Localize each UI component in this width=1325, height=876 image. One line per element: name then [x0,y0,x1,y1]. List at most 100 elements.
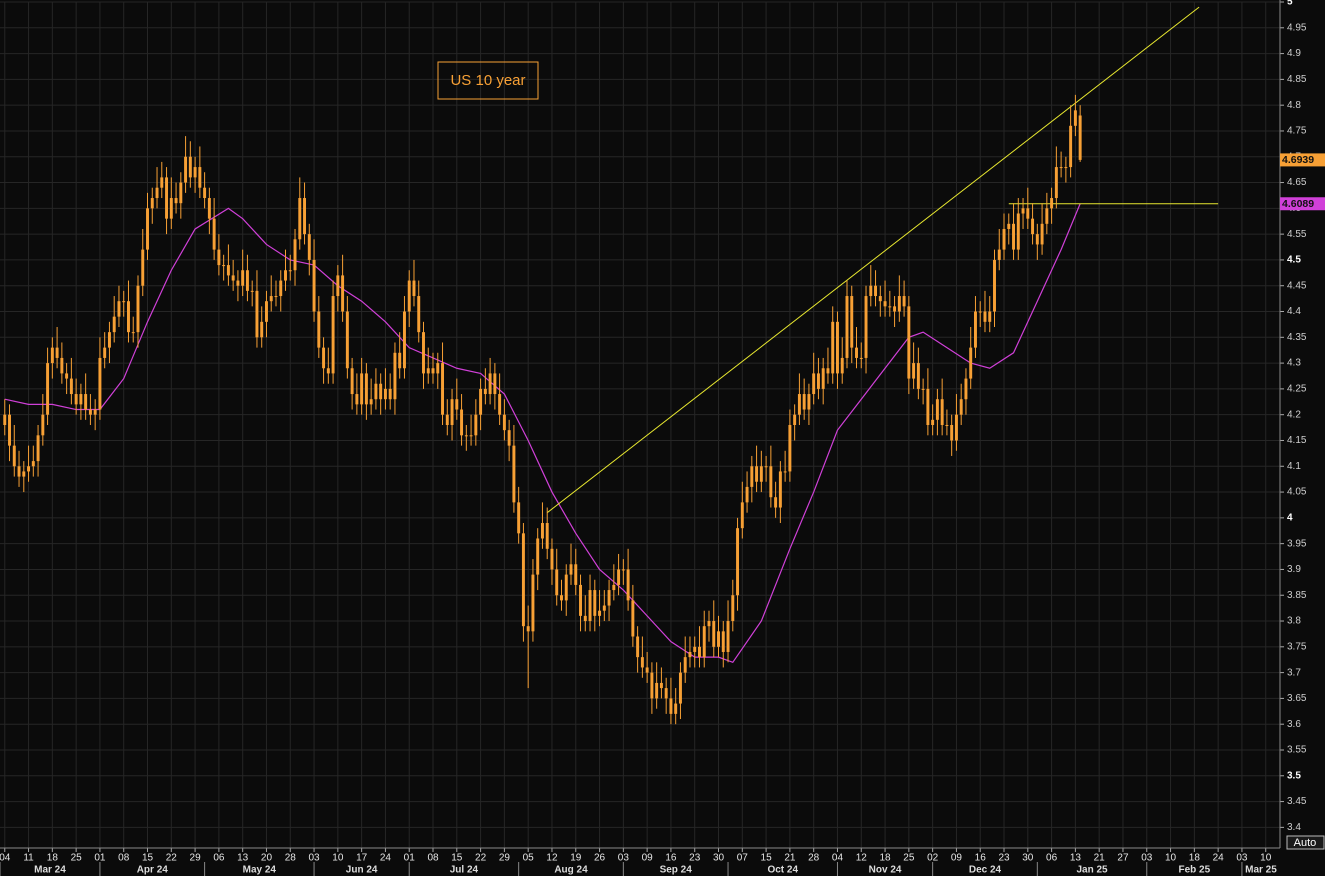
candle-body [788,425,792,472]
candle-body [702,626,706,658]
candle-body [769,466,773,498]
annotation: US 10 year [450,72,525,89]
candle-body [674,703,678,714]
candle-body [355,394,359,405]
candle-body [902,296,906,307]
candle-body [878,296,882,302]
candle-body [731,595,735,622]
candle-body [184,156,188,183]
month-label: Mar 25 [1245,865,1277,876]
candle-body [269,296,273,302]
candle-body [845,296,849,358]
x-tick-label: 17 [356,853,368,864]
auto-button-label[interactable]: Auto [1294,837,1317,849]
candle-body [550,548,554,570]
candle-body [916,363,920,389]
candle-body [969,347,973,379]
candle-body [436,363,440,374]
month-label: Dec 24 [969,865,1002,876]
month-label: Aug 24 [554,865,588,876]
candle-body [288,270,292,272]
candle-body [693,646,697,652]
candle-body [65,373,69,379]
x-tick-label: 21 [784,853,796,864]
candle-body [307,234,311,260]
candle-body [336,275,340,297]
candle-body [826,368,830,374]
candle-body [726,621,730,652]
candle-body [926,388,930,425]
candle-body [426,368,430,374]
candle-body [1021,208,1025,214]
x-tick-label: 28 [285,853,297,864]
candle-body [698,646,701,658]
candle-body [174,198,178,204]
candle-body [98,357,102,410]
candle-body [483,388,487,395]
candle-body [864,296,868,358]
candle-body [431,368,435,374]
x-tick-label: 01 [94,853,106,864]
candle-body [507,430,511,446]
candle-body [74,394,78,405]
candle-body [564,574,568,601]
x-tick-label: 13 [1070,853,1082,864]
candle-body [388,388,392,400]
candle-body [593,590,597,616]
candle-body [260,321,264,338]
y-tick-label: 3.45 [1287,796,1307,807]
moving-average [4,203,1081,664]
candle-body [464,435,468,437]
candle-body [683,657,687,673]
y-tick-label: 4.35 [1287,332,1307,343]
candle-body [1031,218,1035,235]
candle-body [688,651,692,658]
candle-body [531,574,535,632]
x-tick-label: 28 [808,853,820,864]
auto-button[interactable] [1286,835,1325,850]
candle-body [1059,167,1063,169]
candle-body [883,301,887,307]
y-tick-label: 3.8 [1287,616,1301,627]
y-tick-label: 4.95 [1287,22,1307,33]
month-label: Jan 25 [1076,865,1108,876]
x-tick-label: 18 [1189,853,1201,864]
candle-body [412,280,416,297]
candle-body [445,414,449,425]
x-tick-label: 09 [642,853,654,864]
candle-body [588,590,592,622]
candle-body [850,296,854,348]
candle-body [602,605,606,611]
x-tick-label: 20 [261,853,273,864]
x-tick-label: 01 [404,853,416,864]
candle-body [978,311,982,313]
candle-body [117,301,121,317]
candle-body [198,167,202,188]
candle-body [55,347,59,358]
candle-body [869,285,873,297]
candle-body [379,383,383,400]
candle-body [812,373,816,395]
candle-body [907,306,911,379]
candle-body [17,466,21,477]
y-tick-label: 4.65 [1287,177,1307,188]
x-tick-label: 21 [1094,853,1106,864]
x-tick-label: 03 [1141,853,1153,864]
candle-body [988,311,992,322]
candle-body [1069,125,1073,168]
candle-body [60,357,64,374]
candle-body [783,471,787,473]
candle-body [12,445,16,467]
candle-body [393,352,397,400]
annotation-box [437,61,539,100]
candle-body [678,672,682,704]
candle-body [964,378,968,400]
x-tick-label: 03 [1236,853,1248,864]
candle-body [150,198,154,209]
x-tick-label: 04 [0,853,11,864]
x-tick-label: 12 [546,853,558,864]
candle-body [1040,223,1044,245]
x-tick-label: 09 [951,853,963,864]
candle-body [350,368,354,395]
candle-body [402,311,406,369]
